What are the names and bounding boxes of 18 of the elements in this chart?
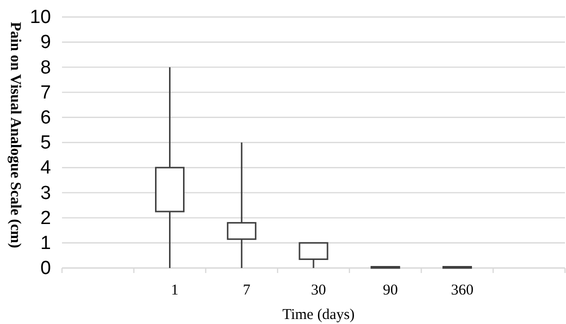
y-tick-label: 3 — [40, 182, 51, 204]
y-tick-label: 9 — [40, 32, 51, 54]
y-tick-label: 4 — [40, 158, 52, 179]
x-tick-label: 7 — [242, 282, 251, 299]
y-tick-label: 6 — [40, 107, 51, 128]
y-tick-label: 8 — [40, 57, 51, 78]
y-tick-label: 0 — [40, 258, 51, 280]
y-tick-label: 5 — [40, 132, 51, 154]
y-tick-label: 7 — [40, 82, 51, 104]
y-axis-title: Pain on Visual Analogue Scale (cm) — [7, 22, 23, 248]
y-tick-label: 10 — [30, 7, 51, 28]
y-tick-label: 1 — [40, 232, 51, 254]
x-tick-label: 90 — [382, 282, 398, 299]
y-tick-label: 2 — [40, 208, 51, 229]
x-tick-label: 1 — [171, 282, 179, 299]
x-tick-label: 30 — [311, 282, 326, 299]
x-tick-label: 360 — [450, 282, 474, 299]
x-axis-title: Time (days) — [282, 307, 355, 323]
